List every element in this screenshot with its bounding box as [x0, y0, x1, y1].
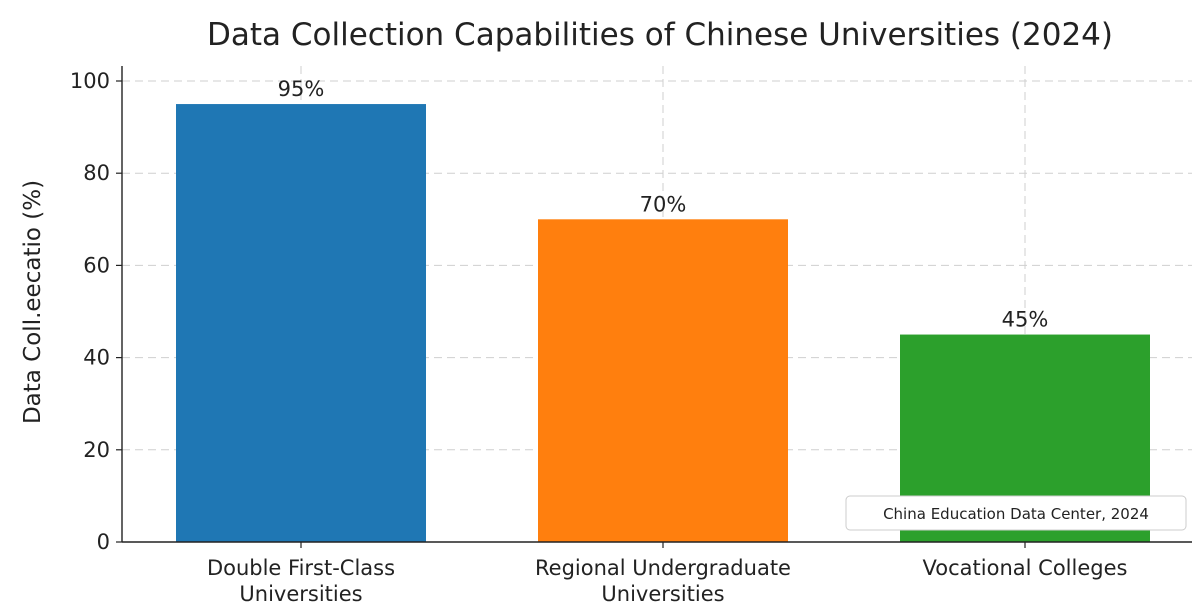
- y-tick-label: 40: [83, 346, 110, 370]
- bar: [176, 104, 426, 543]
- data-label: 95%: [278, 77, 325, 101]
- y-tick-label: 100: [70, 69, 110, 93]
- y-tick-label: 80: [83, 161, 110, 185]
- annotation-text: China Education Data Center, 2024: [883, 505, 1149, 523]
- chart-title: Data Collection Capabilities of Chinese …: [207, 17, 1113, 53]
- data-labels: 95% 70% 45%: [278, 77, 1049, 331]
- data-label: 70%: [640, 192, 687, 216]
- x-tick-label: Regional Undergraduate: [535, 556, 791, 580]
- bar: [538, 219, 788, 543]
- bars: [176, 104, 1150, 543]
- data-label: 45%: [1002, 308, 1049, 332]
- y-ticks: 0 20 40 60 80 100: [70, 69, 122, 554]
- annotation-box: [845, 495, 1187, 531]
- x-tick-label: Universities: [239, 582, 362, 603]
- y-tick-label: 20: [83, 438, 110, 462]
- source-annotation: China Education Data Center, 2024: [845, 495, 1187, 531]
- x-tick-label: Vocational Colleges: [923, 556, 1128, 580]
- axes: [121, 66, 1192, 543]
- x-tick-label: Universities: [601, 582, 724, 603]
- y-tick-label: 0: [97, 530, 110, 554]
- y-axis-label: Data Coll.eecatio (%): [20, 180, 46, 424]
- x-tick-label: Double First-Class: [207, 556, 395, 580]
- y-tick-label: 60: [83, 253, 110, 277]
